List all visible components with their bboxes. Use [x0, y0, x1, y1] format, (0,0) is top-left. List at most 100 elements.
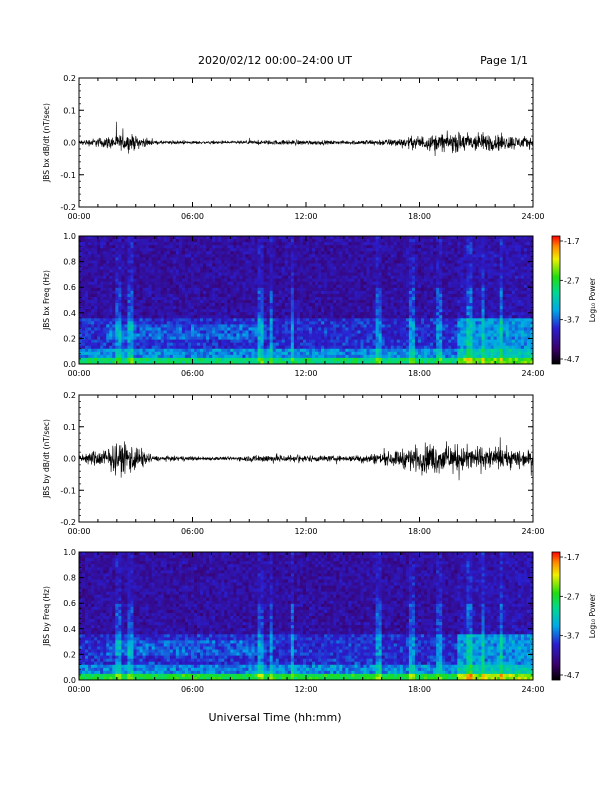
heatmap-cell: [254, 342, 258, 347]
heatmap-cell: [378, 266, 383, 270]
heatmap-cell: [175, 290, 180, 295]
heatmap-cell: [296, 357, 301, 362]
heatmap-cell: [136, 318, 140, 322]
heatmap-cell: [139, 354, 143, 359]
heatmap-cell: [251, 263, 255, 267]
heatmap-cell: [245, 300, 249, 304]
heatmap-cell: [212, 342, 216, 347]
heatmap-cell: [309, 242, 313, 246]
heatmap-cell: [197, 303, 201, 307]
heatmap-cell: [354, 263, 358, 267]
heatmap-cell: [263, 260, 268, 264]
heatmap-cell: [103, 254, 107, 258]
heatmap-cell: [424, 290, 428, 295]
heatmap-cell: [363, 290, 367, 295]
heatmap-cell: [139, 312, 143, 316]
heatmap-cell: [306, 275, 310, 280]
heatmap-cell: [106, 342, 110, 347]
heatmap-cell: [157, 309, 162, 313]
heatmap-cell: [284, 266, 289, 270]
heatmap-cell: [378, 333, 383, 337]
heatmap-cell: [275, 351, 280, 356]
heatmap-cell: [215, 248, 219, 252]
heatmap-cell: [209, 257, 213, 261]
heatmap-cell: [414, 284, 419, 289]
heatmap-cell: [339, 260, 343, 264]
heatmap-cell: [327, 254, 331, 258]
heatmap-cell: [390, 272, 395, 277]
heatmap-cell: [181, 260, 186, 264]
heatmap-cell: [190, 293, 195, 298]
heatmap-cell: [187, 345, 192, 350]
heatmap-cell: [281, 242, 286, 246]
heatmap-cell: [206, 327, 210, 331]
heatmap-cell: [82, 239, 86, 243]
heatmap-cell: [296, 293, 301, 298]
heatmap-cell: [306, 357, 310, 362]
heatmap-cell: [405, 242, 410, 246]
heatmap-cell: [160, 351, 165, 356]
heatmap-cell: [342, 303, 346, 307]
heatmap-cell: [321, 342, 325, 347]
heatmap-cell: [345, 321, 349, 325]
heatmap-cell: [166, 257, 171, 261]
heatmap-cell: [233, 342, 237, 347]
heatmap-cell: [169, 281, 174, 286]
heatmap-cell: [369, 263, 373, 267]
heatmap-cell: [242, 300, 246, 304]
heatmap-cell: [284, 303, 289, 307]
heatmap-cell: [327, 300, 331, 304]
heatmap-cell: [187, 348, 192, 353]
heatmap-cell: [375, 315, 380, 319]
heatmap-cell: [224, 239, 228, 243]
heatmap-cell: [324, 293, 328, 298]
heatmap-cell: [175, 327, 180, 331]
heatmap-cell: [296, 312, 301, 316]
heatmap-cell: [393, 333, 398, 337]
heatmap-cell: [424, 360, 428, 365]
heatmap-cell: [181, 312, 186, 316]
heatmap-cell: [427, 345, 431, 350]
heatmap-cell: [200, 284, 204, 289]
heatmap-cell: [272, 357, 277, 362]
heatmap-cell: [91, 284, 95, 289]
heatmap-cell: [106, 330, 110, 334]
heatmap-cell: [408, 348, 413, 353]
heatmap-cell: [330, 327, 334, 331]
heatmap-cell: [290, 339, 295, 344]
heatmap-cell: [269, 287, 274, 292]
heatmap-cell: [424, 345, 428, 350]
heatmap-cell: [324, 242, 328, 246]
heatmap-cell: [151, 348, 156, 353]
heatmap-cell: [333, 327, 337, 331]
heatmap-cell: [127, 251, 131, 255]
heatmap-cell: [236, 315, 240, 319]
heatmap-cell: [260, 327, 265, 331]
heatmap-cell: [239, 245, 243, 249]
heatmap-cell: [157, 339, 162, 344]
heatmap-cell: [118, 303, 122, 307]
heatmap-cell: [106, 254, 110, 258]
heatmap-cell: [136, 278, 140, 283]
heatmap-cell: [278, 251, 283, 255]
heatmap-cell: [287, 357, 292, 362]
heatmap-cell: [402, 269, 407, 273]
heatmap-cell: [402, 336, 407, 341]
heatmap-cell: [224, 284, 228, 289]
heatmap-cell: [245, 306, 249, 310]
heatmap-cell: [184, 236, 189, 240]
heatmap-cell: [287, 348, 292, 353]
heatmap-cell: [169, 242, 174, 246]
heatmap-cell: [157, 312, 162, 316]
heatmap-cell: [263, 312, 268, 316]
heatmap-cell: [387, 269, 392, 273]
heatmap-cell: [275, 278, 280, 283]
heatmap-cell: [378, 245, 383, 249]
heatmap-cell: [254, 281, 258, 286]
heatmap-cell: [136, 242, 140, 246]
heatmap-cell: [327, 272, 331, 277]
heatmap-cell: [230, 345, 234, 350]
heatmap-cell: [351, 242, 355, 246]
heatmap-cell: [357, 327, 361, 331]
heatmap-cell: [203, 348, 207, 353]
